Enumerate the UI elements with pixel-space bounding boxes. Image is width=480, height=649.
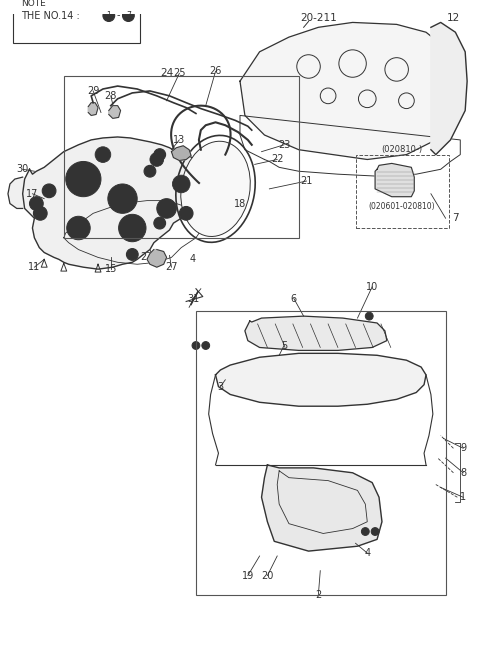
Text: NOTE: NOTE [21, 0, 46, 8]
Text: 20-211: 20-211 [300, 12, 336, 23]
Text: 25: 25 [173, 68, 186, 79]
Polygon shape [375, 164, 414, 197]
Polygon shape [23, 137, 230, 269]
Text: (020601-020810): (020601-020810) [368, 202, 435, 211]
Text: 5: 5 [147, 167, 152, 176]
Circle shape [365, 312, 373, 320]
Text: 27: 27 [141, 252, 153, 262]
Text: 22: 22 [271, 154, 284, 164]
Text: 11: 11 [28, 262, 40, 272]
Circle shape [180, 206, 193, 220]
Polygon shape [262, 465, 382, 551]
Text: 23: 23 [278, 140, 290, 150]
Circle shape [108, 184, 137, 214]
Circle shape [154, 217, 166, 229]
Text: 10: 10 [366, 282, 378, 292]
Text: -: - [117, 10, 120, 21]
Circle shape [371, 528, 379, 535]
Text: 1: 1 [460, 492, 466, 502]
Text: 18: 18 [234, 199, 246, 208]
Circle shape [67, 216, 90, 239]
Bar [356, 154, 448, 228]
Circle shape [154, 149, 166, 160]
Ellipse shape [181, 141, 250, 236]
Circle shape [66, 162, 101, 197]
Polygon shape [147, 250, 167, 267]
Text: 26: 26 [209, 66, 222, 77]
Circle shape [42, 184, 56, 198]
Circle shape [95, 147, 111, 162]
Text: 4: 4 [364, 548, 371, 558]
Text: 15: 15 [105, 264, 117, 274]
Circle shape [150, 153, 164, 166]
Text: 31: 31 [187, 293, 199, 304]
Text: 6: 6 [157, 150, 162, 159]
Text: 21: 21 [300, 176, 313, 186]
Text: 1: 1 [107, 11, 111, 20]
Circle shape [157, 199, 176, 218]
Polygon shape [245, 316, 387, 350]
Text: 4: 4 [157, 219, 162, 228]
Text: 29: 29 [87, 86, 99, 96]
Text: 19: 19 [242, 570, 254, 581]
Polygon shape [240, 23, 460, 160]
Polygon shape [109, 106, 120, 118]
Circle shape [122, 10, 134, 21]
Circle shape [103, 10, 115, 21]
Text: 17: 17 [26, 189, 38, 199]
Bar [13, 8, 140, 43]
Circle shape [126, 249, 138, 260]
Bar [196, 312, 445, 595]
Text: 2: 2 [315, 590, 322, 600]
Polygon shape [8, 177, 23, 208]
Circle shape [29, 197, 43, 210]
Circle shape [361, 528, 369, 535]
Text: 28: 28 [105, 91, 117, 101]
Polygon shape [171, 146, 191, 160]
Text: 1: 1 [130, 250, 135, 259]
Text: 7: 7 [184, 209, 189, 218]
Text: 5: 5 [281, 341, 287, 350]
Text: 2: 2 [34, 199, 39, 208]
Text: THE NO.14 :: THE NO.14 : [21, 10, 80, 21]
Polygon shape [88, 103, 98, 116]
Text: 8: 8 [460, 468, 466, 478]
Circle shape [202, 341, 210, 349]
Circle shape [172, 175, 190, 193]
Text: 9: 9 [460, 443, 466, 453]
Bar [64, 77, 299, 238]
Text: 7: 7 [452, 214, 459, 223]
Text: 4: 4 [147, 254, 153, 264]
Text: 27: 27 [165, 262, 178, 272]
Polygon shape [431, 23, 467, 154]
Text: 4: 4 [190, 254, 196, 264]
Polygon shape [216, 353, 426, 406]
Text: (020810-): (020810-) [381, 145, 422, 154]
Text: 30: 30 [16, 164, 29, 175]
Text: 7: 7 [126, 11, 131, 20]
Text: 13: 13 [173, 135, 185, 145]
Text: 24: 24 [160, 68, 173, 79]
Text: 12: 12 [447, 12, 460, 23]
Text: 3: 3 [47, 186, 51, 195]
Circle shape [119, 214, 146, 241]
Text: 6: 6 [291, 293, 297, 304]
Text: 20: 20 [261, 570, 274, 581]
Circle shape [34, 206, 47, 220]
Text: 16: 16 [36, 210, 45, 216]
Circle shape [192, 341, 200, 349]
Circle shape [144, 165, 156, 177]
Text: 3: 3 [217, 382, 224, 391]
